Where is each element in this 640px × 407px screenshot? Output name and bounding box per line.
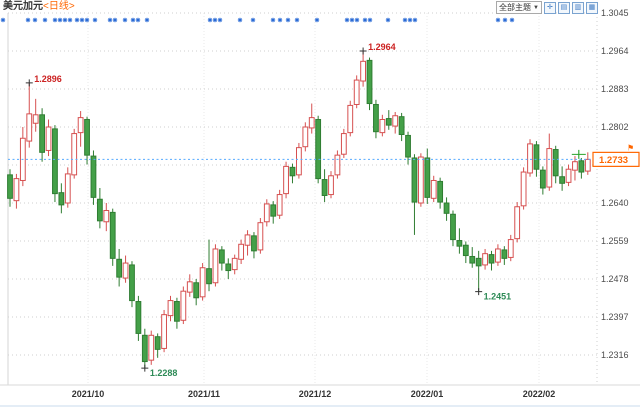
svg-text:1.2964: 1.2964 [601,46,629,56]
theme-dropdown-label: 全部主题 [499,3,531,12]
svg-text:1.2397: 1.2397 [601,312,629,322]
svg-text:1.2802: 1.2802 [601,122,629,132]
svg-text:1.2478: 1.2478 [601,274,629,284]
chart-toolbar: 全部主题 ▼ ✛ ▤ ▥ ▦ [496,1,598,14]
svg-text:2022/01: 2022/01 [411,389,444,399]
svg-text:2021/10: 2021/10 [72,389,105,399]
svg-text:1.2316: 1.2316 [601,350,629,360]
svg-text:1.2288: 1.2288 [150,368,178,378]
svg-text:1.2640: 1.2640 [601,198,629,208]
symbol-name: 美元加元 [3,1,43,12]
svg-text:1.2896: 1.2896 [34,74,62,84]
svg-text:⚑: ⚑ [627,143,634,152]
chart-title: 美元加元<日线> [3,1,75,13]
svg-text:2021/12: 2021/12 [299,389,332,399]
crosshair-icon[interactable]: ✛ [543,1,556,14]
svg-text:1.2559: 1.2559 [601,236,629,246]
theme-dropdown[interactable]: 全部主题 ▼ [496,1,542,14]
svg-text:1.2733: 1.2733 [599,155,628,166]
svg-text:1.2964: 1.2964 [368,42,396,52]
svg-text:1.3045: 1.3045 [601,8,629,18]
chart-grid-icon[interactable]: ▥ [571,1,584,14]
chart-pane-icon[interactable]: ▤ [557,1,570,14]
bottom-divider [0,405,640,407]
period-label: <日线> [43,1,75,12]
chart-expand-icon[interactable]: ▦ [585,1,598,14]
svg-text:1.2883: 1.2883 [601,84,629,94]
chevron-down-icon: ▼ [533,4,539,11]
svg-text:2021/11: 2021/11 [188,389,220,399]
svg-text:2022/02: 2022/02 [523,389,556,399]
svg-text:1.2451: 1.2451 [484,292,512,302]
